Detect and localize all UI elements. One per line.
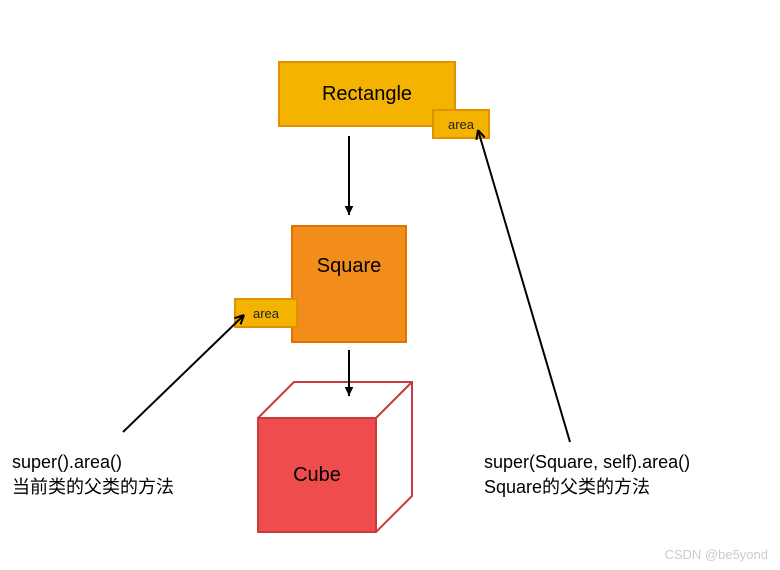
right-annotation-line1: super(Square, self).area() [484,450,690,475]
cube-node: Cube [258,418,376,532]
arrow-rectangle-to-square [345,136,354,215]
watermark-text: CSDN @be5yond [664,547,768,562]
cube-side-face [376,382,412,532]
rectangle-area-method-label: area [448,117,474,132]
left-annotation-line2: 当前类的父类的方法 [12,475,174,500]
square-label: Square [293,255,405,278]
right-annotation-line2: Square的父类的方法 [484,475,690,500]
left-annotation: super().area() 当前类的父类的方法 [12,450,174,500]
arrow-left-annotation [123,315,244,432]
square-area-method-tag: area [234,298,298,328]
rectangle-area-method-tag: area [432,109,490,139]
arrow-square-to-cube [345,350,354,396]
right-annotation: super(Square, self).area() Square的父类的方法 [484,450,690,500]
cube-top-face [258,382,412,418]
left-annotation-line1: super().area() [12,450,174,475]
square-area-method-label: area [253,306,279,321]
arrow-right-annotation [476,130,570,442]
rectangle-node: Rectangle [278,61,456,127]
rectangle-label: Rectangle [322,83,412,106]
cube-label: Cube [293,464,341,487]
square-node: Square [291,225,407,343]
